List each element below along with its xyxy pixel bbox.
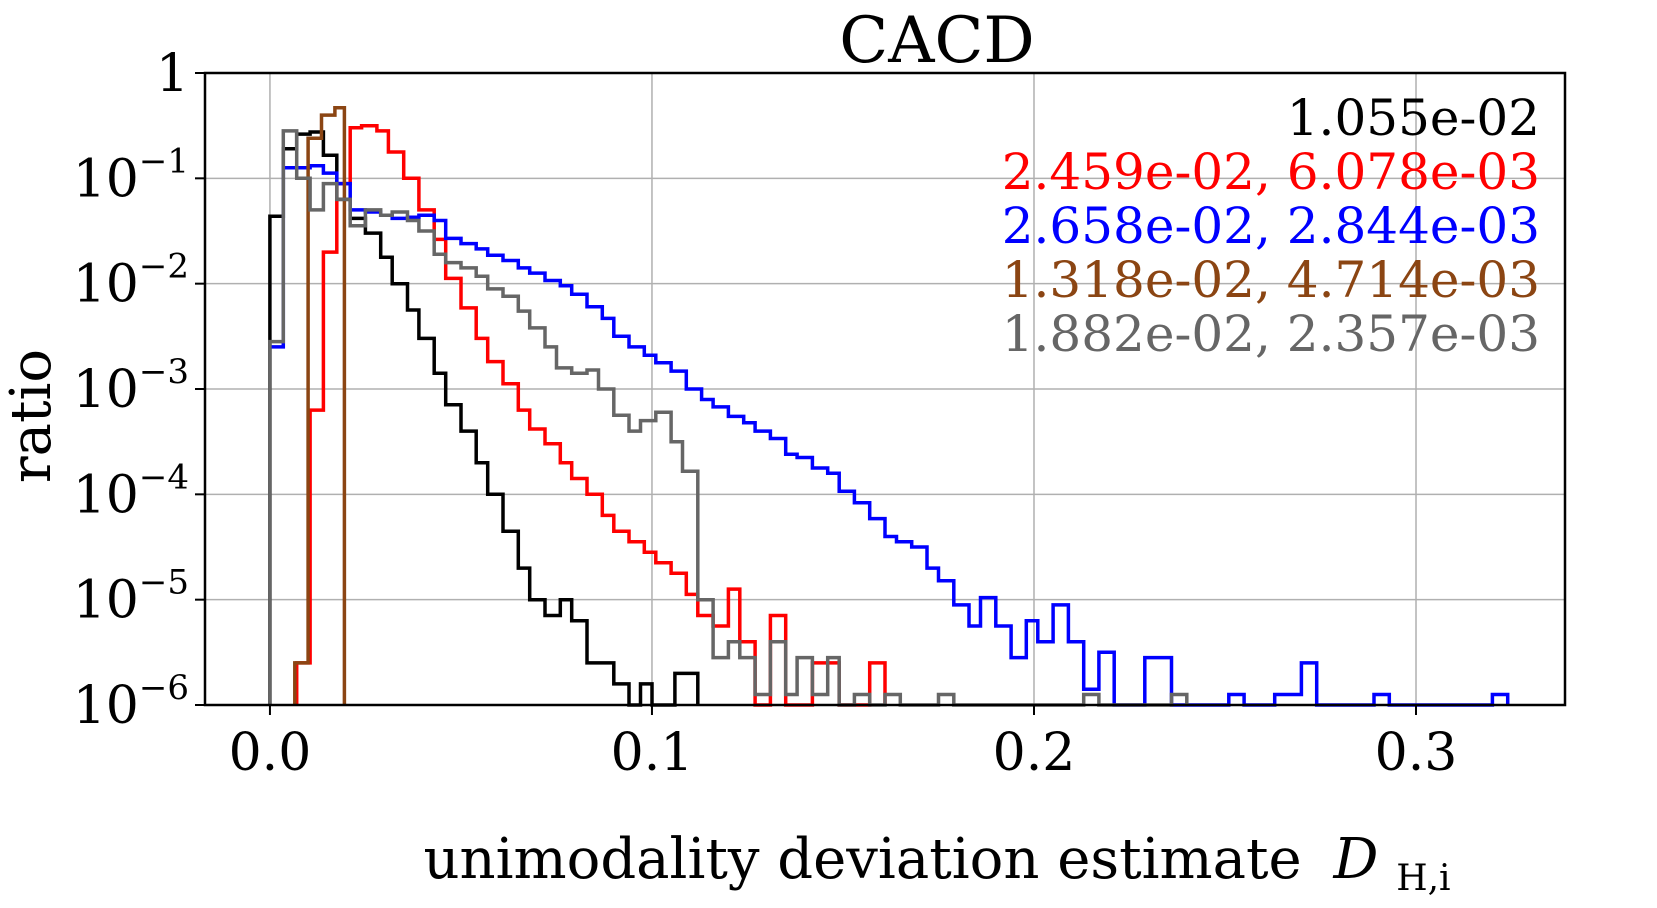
y-axis-label: ratio (0, 349, 64, 483)
y-tick-label: 10−2 (73, 247, 189, 315)
y-tick-exponent: −3 (139, 352, 189, 392)
series-line-1 (268, 130, 700, 707)
y-tick-label: 10−5 (73, 563, 189, 631)
legend-entry-1: 1.055e-02 (1287, 89, 1540, 147)
legend-entry-2: 2.459e-02, 6.078e-03 (1002, 143, 1540, 201)
x-tick-label: 0.0 (229, 723, 312, 783)
legend-entry-5: 1.882e-02, 2.357e-03 (1002, 305, 1540, 363)
y-tick-label: 10−6 (73, 668, 189, 736)
x-axis-label-text: unimodality deviation estimate (423, 827, 1301, 892)
y-tick-label: 10−1 (73, 141, 189, 209)
y-tick-exponent: −6 (139, 668, 189, 708)
y-tick-exponent: −5 (139, 563, 189, 603)
y-tick-base: 10 (73, 255, 139, 315)
y-tick-base: 10 (73, 571, 139, 631)
x-tick-label: 0.3 (1375, 723, 1458, 783)
x-axis-label-symbol: D (1332, 827, 1378, 892)
x-axis-ticks: 0.0 0.1 0.2 0.3 (229, 705, 1458, 783)
x-axis-label-subscript: H,i (1396, 858, 1450, 899)
legend-entry-4: 1.318e-02, 4.714e-03 (1002, 251, 1540, 309)
series-line-3 (269, 163, 1510, 707)
y-tick-label: 1 (156, 44, 189, 104)
y-tick-exponent: −1 (139, 141, 189, 181)
y-tick-base: 10 (73, 465, 139, 525)
series-line-5 (268, 129, 1189, 707)
x-axis-label: unimodality deviation estimate D H,i (423, 827, 1450, 899)
y-axis-ticks: 110−110−210−310−410−510−6 (73, 44, 205, 736)
y-tick-exponent: −4 (139, 457, 189, 497)
legend-entry-3: 2.658e-02, 2.844e-03 (1002, 197, 1540, 255)
y-tick-label: 10−4 (73, 457, 189, 525)
y-tick-base: 10 (73, 676, 139, 736)
y-tick-base: 10 (73, 360, 139, 420)
series-line-2 (294, 123, 887, 707)
series-lines (268, 106, 1510, 707)
y-tick-base: 1 (156, 44, 189, 104)
x-tick-label: 0.1 (611, 723, 694, 783)
y-tick-label: 10−3 (73, 352, 189, 420)
y-tick-exponent: −2 (139, 247, 189, 287)
series-line-4 (293, 106, 347, 705)
y-tick-base: 10 (73, 149, 139, 209)
chart-title: CACD (839, 4, 1034, 78)
x-tick-label: 0.2 (993, 723, 1076, 783)
legend: 1.055e-022.459e-02, 6.078e-032.658e-02, … (1002, 89, 1540, 363)
